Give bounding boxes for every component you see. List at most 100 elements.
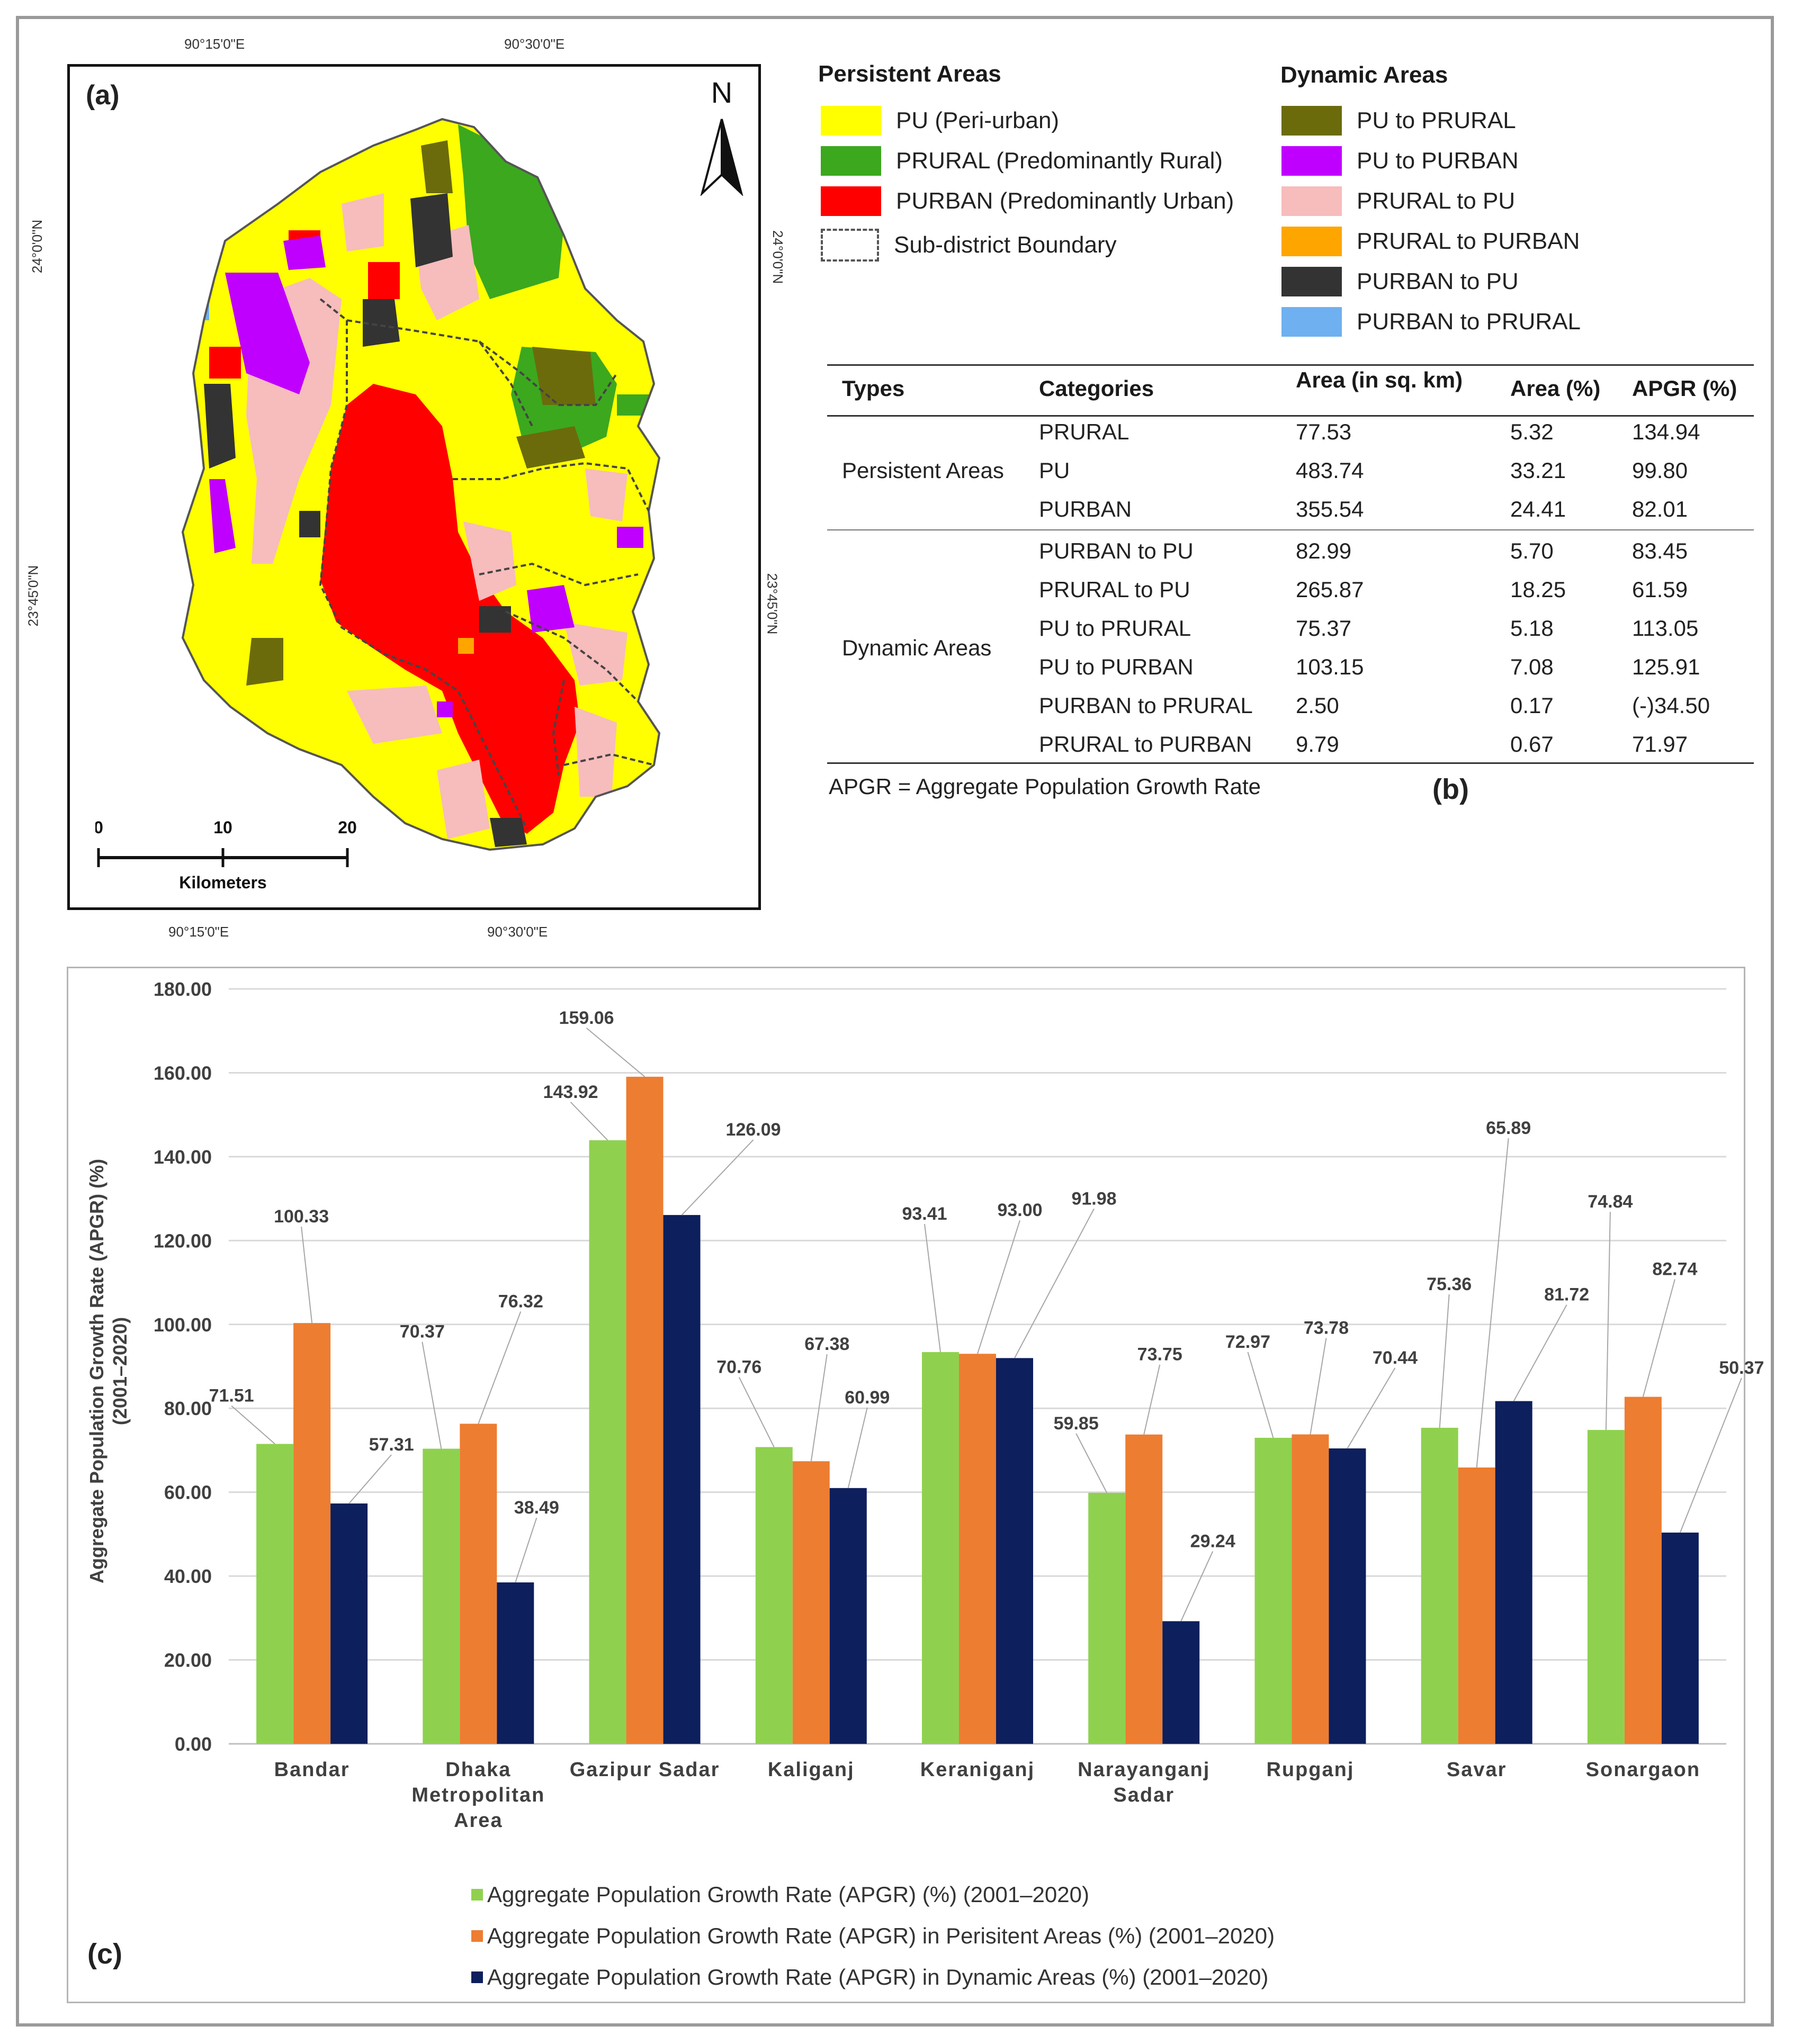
table-cell: 82.99	[1296, 538, 1352, 563]
data-label: 91.98	[1071, 1188, 1116, 1209]
data-label: 81.72	[1544, 1285, 1589, 1305]
y-tick-label: 100.00	[154, 1314, 212, 1336]
data-label: 57.31	[369, 1435, 414, 1455]
data-label-leader	[924, 1223, 941, 1353]
data-label: 60.99	[845, 1388, 890, 1408]
table-cell: 355.54	[1296, 497, 1364, 521]
legend-swatch	[1281, 106, 1342, 136]
table-cell: PU to PURBAN	[1039, 654, 1194, 679]
data-label: 65.89	[1486, 1118, 1531, 1138]
y-tick-label: 120.00	[154, 1230, 212, 1251]
purban-to-pu-patch	[204, 384, 236, 469]
legend-swatch	[1281, 307, 1342, 337]
data-label-leader	[1247, 1352, 1274, 1438]
data-label-leader	[1143, 1364, 1161, 1435]
table-cell: 71.97	[1632, 732, 1688, 757]
x-tick-label: Sadar	[1113, 1784, 1175, 1806]
data-label-leader	[1075, 1433, 1108, 1493]
table-cell: 265.87	[1296, 577, 1364, 602]
legend-item-persistent: PU (Peri-urban)	[821, 106, 1059, 136]
prural-to-pu-patch	[342, 193, 384, 251]
scale-tick-label-20: 20	[338, 821, 357, 837]
bar-2	[1495, 1401, 1532, 1744]
data-label-leader	[1347, 1367, 1396, 1449]
pu-to-prural-patch	[532, 347, 596, 405]
bar-2	[497, 1582, 534, 1744]
data-label: 93.00	[997, 1200, 1042, 1220]
data-label-leader	[1513, 1304, 1567, 1402]
data-label-leader	[1439, 1294, 1450, 1428]
data-label: 38.49	[514, 1498, 559, 1518]
table-cell: 134.94	[1632, 419, 1700, 444]
x-tick-label: Savar	[1447, 1759, 1507, 1781]
data-label: 100.33	[274, 1206, 329, 1227]
table-header: Categories	[1039, 376, 1154, 401]
data-label-leader	[847, 1407, 868, 1489]
bar-0	[1587, 1430, 1625, 1744]
table-rule-top	[827, 364, 1754, 366]
table-rule-header	[827, 415, 1754, 417]
prural-to-pu-patch	[564, 622, 627, 686]
purban-patch	[320, 384, 580, 834]
bar-2	[1661, 1532, 1699, 1744]
bar-1	[792, 1461, 830, 1744]
north-arrow: N	[700, 76, 743, 196]
table-cell: PRURAL to PU	[1039, 577, 1190, 602]
legend-label: Aggregate Population Growth Rate (APGR) …	[487, 1923, 1275, 1948]
legend-label: Aggregate Population Growth Rate (APGR) …	[487, 1882, 1089, 1907]
map-coord-bottom-1: 90°15'0"E	[168, 924, 229, 940]
bar-1	[1458, 1467, 1495, 1744]
bar-0	[589, 1140, 626, 1744]
table-rule-mid	[827, 529, 1754, 530]
legend-label: PURBAN to PU	[1357, 268, 1519, 294]
y-tick-label: 40.00	[164, 1565, 212, 1587]
north-arrow-icon-dark	[721, 119, 743, 196]
legend-label: PU to PURBAN	[1357, 148, 1519, 174]
data-label: 76.32	[498, 1291, 543, 1311]
y-tick-label: 20.00	[164, 1650, 212, 1671]
y-tick-label: 160.00	[154, 1062, 212, 1084]
data-label: 73.75	[1137, 1345, 1182, 1365]
x-tick-label: Keraniganj	[920, 1759, 1035, 1781]
legend-item-persistent: PRURAL (Predominantly Rural)	[821, 146, 1223, 176]
chart-legend-item: Aggregate Population Growth Rate (APGR) …	[471, 1882, 1089, 1907]
pu-to-purban-patch	[209, 479, 236, 553]
north-label: N	[711, 76, 732, 109]
data-label: 74.84	[1588, 1192, 1633, 1212]
purban-to-pu-patch	[299, 511, 320, 537]
bar-2	[829, 1488, 867, 1744]
legend-label: Aggregate Population Growth Rate (APGR) …	[487, 1965, 1269, 1989]
data-label-leader	[348, 1454, 392, 1504]
data-label-leader	[1310, 1338, 1327, 1435]
map-coord-bottom-2: 90°30'0"E	[487, 924, 548, 940]
prural-to-pu-patch	[575, 707, 617, 797]
data-label-leader	[1476, 1138, 1509, 1468]
purban-patch	[368, 262, 400, 299]
data-label: 70.44	[1373, 1348, 1418, 1368]
legend-swatch	[1281, 186, 1342, 216]
pu-to-prural-patch	[246, 638, 283, 686]
data-label: 159.06	[559, 1008, 614, 1028]
bar-1	[626, 1076, 664, 1744]
legend-item-dynamic: PU to PURBAN	[1281, 146, 1519, 176]
x-tick-label: Area	[454, 1809, 503, 1832]
legend-label: PRURAL to PU	[1357, 188, 1516, 214]
bar-0	[423, 1448, 460, 1744]
table-cell: 7.08	[1510, 654, 1554, 679]
data-label-leader	[681, 1139, 754, 1215]
legend-item-dynamic: PURBAN to PU	[1281, 267, 1519, 296]
y-tick-label: 140.00	[154, 1146, 212, 1168]
pu-to-purban-patch	[617, 527, 643, 548]
table-cell: 18.25	[1510, 577, 1566, 602]
table-cell: 82.01	[1632, 497, 1688, 521]
table-cell: 0.67	[1510, 732, 1554, 757]
data-label: 71.51	[209, 1385, 254, 1406]
data-label: 93.41	[902, 1204, 947, 1224]
table-cell: 113.05	[1632, 616, 1699, 641]
x-tick-label: Sonargaon	[1586, 1759, 1700, 1781]
data-label: 29.24	[1190, 1531, 1235, 1551]
table-cell: 5.18	[1510, 616, 1554, 641]
x-tick-label: Gazipur Sadar	[570, 1759, 720, 1781]
table-cell: 125.91	[1632, 654, 1700, 679]
data-label: 73.78	[1304, 1318, 1349, 1338]
